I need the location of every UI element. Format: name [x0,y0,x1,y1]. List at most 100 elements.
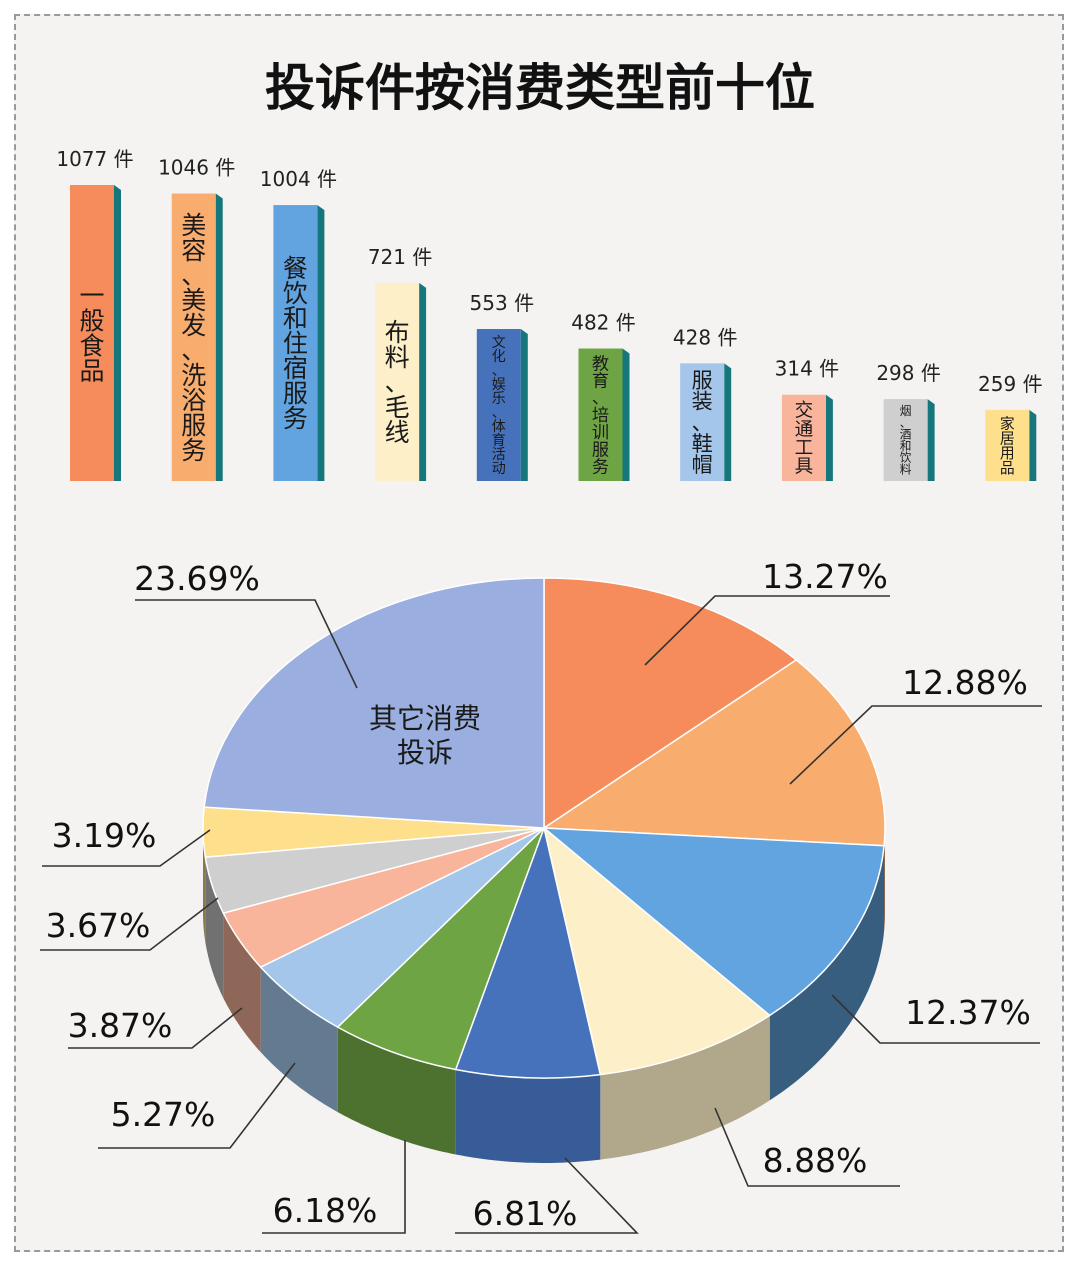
bar-category-label: 毛 [385,393,410,422]
bar-category-label: 、 [692,410,713,435]
pie-percent-label: 23.69% [134,559,260,598]
bar-category-label: 教 [592,354,609,374]
pie-slice-side [769,845,885,1101]
bar-value-label: 721 件 [368,245,433,269]
pie-leader-line [40,897,219,951]
pie-leader-line [714,1107,900,1187]
bar-category-label: 服 [692,368,713,393]
pie-slice-side [223,913,261,1053]
pie-slice-label: 其它消费 [369,702,481,735]
bar [70,185,114,481]
pie-leader-line [262,1140,406,1234]
bar-category-label: 装 [692,389,713,414]
bar-category-label: 训 [592,423,609,443]
bar [476,329,521,481]
bar-category-label: 鞋 [692,431,713,456]
bar-category-label: 服 [592,440,609,460]
bar-group: 721 件布料、毛线 [368,245,433,481]
bar-category-label: 服 [283,379,308,408]
bar-category-label: 服 [181,411,206,440]
pie-leader-line [789,705,1042,785]
bar-side [215,193,223,481]
bar [883,399,928,481]
pie-sides [203,828,885,1163]
bar-category-label: 美 [181,286,206,315]
bar-value-label: 428 件 [673,325,738,349]
pie-percent-label: 12.37% [905,993,1031,1032]
pie-leader-line [42,829,211,867]
bar-category-label: 工 [795,438,814,459]
bar-category-label: 、 [492,363,506,379]
bar-side [724,363,732,481]
bar-category-label: 住 [283,329,308,358]
pie-leader-line [831,994,1040,1044]
pie-percent-label: 3.67% [46,906,151,945]
bar-category-label: 洗 [181,361,206,390]
pie-slice [454,825,602,1079]
bar-category-label: 、 [592,389,609,409]
bar-category-label: 居 [1000,430,1015,447]
bar-category-label: 务 [283,404,308,433]
bar-side [114,185,121,481]
pie-tops [202,577,886,1079]
bar-category-label: 活 [492,447,506,463]
pie-percent-label: 6.18% [273,1191,378,1230]
bar-category-label: 餐 [283,254,308,283]
bar-category-label: 饮 [900,451,912,465]
pie-slice [542,826,771,1076]
pie-slice-side [205,857,224,999]
chart-title: 投诉件按消费类型前十位 [265,59,815,117]
bar-category-label: 料 [900,462,912,476]
bar-category-label: 和 [283,304,308,333]
bar-category-label: 培 [592,406,609,426]
bar-category-label: 容 [181,236,206,265]
pie-leader-line [68,1007,243,1049]
bar-value-label: 259 件 [978,372,1043,396]
pie-leader-line [98,1062,296,1149]
bar-side [825,394,833,481]
bar-category-label: 一 [79,282,104,311]
pie-leader-line [455,1157,639,1234]
pie-slice-label: 投诉 [397,736,453,769]
pie-slice [203,577,545,829]
bar-side [317,205,325,481]
bar-side [520,329,528,481]
pie-percent-label: 6.81% [473,1194,578,1233]
bar-category-label: 线 [385,418,410,447]
bar-category-label: 体 [492,419,506,435]
bar-category-label: 、 [492,405,506,421]
bar-side [1029,409,1037,481]
pie-percent-label: 3.19% [52,816,157,855]
bar-category-label: 布 [385,318,410,347]
pie-leader-line [135,599,358,689]
bar-category-label: 用 [1000,445,1015,462]
pie-percent-label: 5.27% [111,1095,216,1134]
bar-category-label: 务 [181,436,206,465]
bar-category-label: 交 [795,401,814,422]
pie-slice-side [600,1015,770,1160]
bar-value-label: 1077 件 [56,147,133,171]
bar-category-label: 育 [592,372,609,392]
bar-category-label: 品 [1000,460,1015,477]
bar-category-label: 、 [385,368,410,397]
bar-category-label: 料 [385,343,410,372]
pie-slice-side [337,1027,456,1155]
bar-category-label: 具 [795,456,814,477]
bar-category-label: 酒 [900,427,912,441]
bar-category-label: 育 [492,433,506,449]
bar-category-label: 帽 [692,452,713,477]
bar-category-label: 、 [181,336,206,365]
pie-slice-side [884,828,885,931]
bar-value-label: 314 件 [775,357,840,381]
bar-category-label: 饮 [283,279,308,308]
bar [680,363,725,481]
bar-category-label: 文 [492,335,506,351]
